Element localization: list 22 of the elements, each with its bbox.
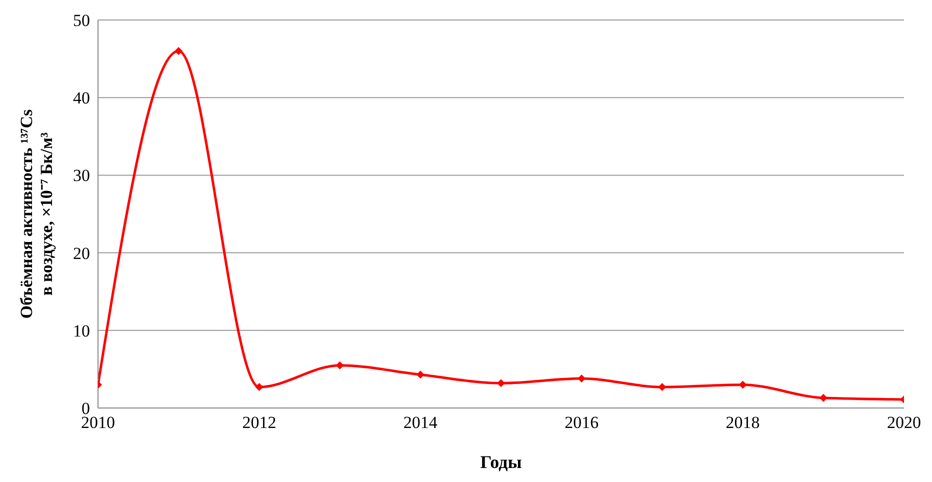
x-tick-label: 2018 xyxy=(726,413,760,432)
y-tick-label: 10 xyxy=(73,321,90,340)
point xyxy=(738,380,747,389)
x-tick-label: 2010 xyxy=(81,413,115,432)
y-tick-label: 40 xyxy=(73,88,90,108)
point xyxy=(658,383,666,392)
x-tick-label: 2012 xyxy=(242,413,276,432)
point xyxy=(255,383,264,392)
y-tick-label: 20 xyxy=(73,244,90,263)
point xyxy=(497,379,505,388)
x-axis-title: Годы xyxy=(480,452,522,472)
point xyxy=(174,47,183,56)
x-tick-label: 2014 xyxy=(403,413,438,432)
text: в воздухе, ×10⁻⁷ Бк/м³ xyxy=(37,132,56,296)
text: Объёмная активность ¹³⁷Cs xyxy=(17,109,36,319)
y-tick-label: 50 xyxy=(73,11,90,30)
x-tick-label: 2020 xyxy=(887,413,921,432)
y-tick-label: 30 xyxy=(73,166,90,186)
point xyxy=(819,394,828,402)
point xyxy=(336,361,344,370)
x-tick-label: 2016 xyxy=(564,413,599,432)
point xyxy=(416,370,424,379)
